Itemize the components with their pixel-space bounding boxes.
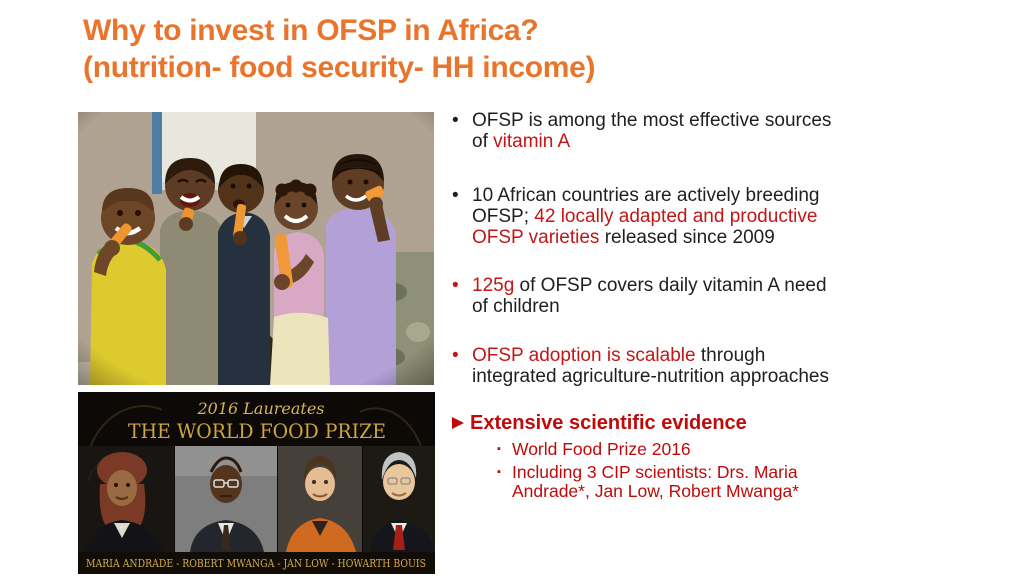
wfp-laureate-names: MARIA ANDRADE - ROBERT MWANGA - JAN LOW … <box>86 557 426 570</box>
bullet-text-segment-red: vitamin A <box>493 131 571 152</box>
bullet-text-segment: OFSP; <box>472 206 535 227</box>
banner-names-band <box>78 552 435 574</box>
evidence-sub-item-world-food-prize: ▪ World Food Prize 2016 <box>497 439 1024 460</box>
laureate-portrait-howarth-bouis <box>363 446 435 552</box>
laureate-portrait-jan-low <box>278 446 362 552</box>
square-bullet-icon: ▪ <box>497 443 501 455</box>
evidence-sub-item-cip-scientists: ▪ Including 3 CIP scientists: Drs. Maria… <box>497 461 1024 502</box>
banner-swirl-decoration <box>85 405 427 523</box>
wfp-subtitle: 2016 Laureates <box>196 399 324 418</box>
evidence-sub-text-line2: Andrade*, Jan Low, Robert Mwanga* <box>512 481 799 501</box>
world-food-prize-photo: 2016 Laureates THE WORLD FOOD PRIZE <box>78 392 435 574</box>
children-eating-ofsp-photo <box>78 112 434 385</box>
bullet-text: 125g of OFSP covers daily vitamin A need… <box>472 275 827 317</box>
slide-title-line1: Why to invest in OFSP in Africa? <box>83 14 539 47</box>
bullet-text-segment-red: 125g <box>472 275 520 296</box>
bullet-text-segment: released since 2009 <box>604 227 775 248</box>
bullet-item-vitamin-a: • OFSP is among the most effective sourc… <box>452 110 1024 152</box>
bullet-text-segment: of children <box>472 296 560 317</box>
bullet-item-125g: • 125g of OFSP covers daily vitamin A ne… <box>452 275 1024 317</box>
evidence-heading-text: Extensive scientific evidence <box>470 412 747 434</box>
slide-title-line2: (nutrition- food security- HH income) <box>83 51 596 84</box>
bullet-text: 10 African countries are actively breedi… <box>472 185 819 248</box>
bullet-text-segment: OFSP is among the most effective sources <box>472 110 832 131</box>
bullet-text: OFSP adoption is scalable through integr… <box>472 345 829 387</box>
bullet-list: • OFSP is among the most effective sourc… <box>452 110 1024 505</box>
laureate-portrait-robert-mwanga <box>175 446 277 552</box>
evidence-sub-text: Including 3 CIP scientists: Drs. Maria A… <box>512 461 799 502</box>
bullet-text-segment: through <box>700 345 766 366</box>
bullet-text-segment: 10 African countries are actively breedi… <box>472 185 820 206</box>
laureate-portrait-maria-andrade <box>78 446 174 552</box>
bullet-item-scalable: • OFSP adoption is scalable through inte… <box>452 345 1024 387</box>
bullet-text-segment-red: 42 locally adapted and productive <box>534 206 818 227</box>
bullet-item-breeding: • 10 African countries are actively bree… <box>452 185 1024 248</box>
arrow-icon <box>452 417 464 429</box>
bullet-text-segment: of <box>472 131 494 152</box>
evidence-sub-text: World Food Prize 2016 <box>512 439 691 459</box>
bullet-icon: • <box>452 275 459 296</box>
bullet-text: OFSP is among the most effective sources… <box>472 110 831 152</box>
evidence-heading: Extensive scientific evidence <box>452 412 1024 435</box>
bullet-text-segment: integrated agriculture-nutrition approac… <box>472 366 829 387</box>
bullet-text-segment: of OFSP covers daily vitamin A need <box>519 275 827 296</box>
square-bullet-icon: ▪ <box>497 465 501 478</box>
evidence-sub-text-line1: Including 3 CIP scientists: Drs. Maria <box>512 461 798 482</box>
bullet-text-segment-red: OFSP adoption is scalable <box>472 345 701 366</box>
bullet-text-segment-red: OFSP varieties <box>472 227 605 248</box>
wfp-title: THE WORLD FOOD PRIZE <box>128 419 386 443</box>
bullet-icon: • <box>452 185 459 206</box>
bullet-icon: • <box>452 110 459 131</box>
slide-title: Why to invest in OFSP in Africa? (nutrit… <box>83 12 596 86</box>
bullet-icon: • <box>452 345 459 366</box>
